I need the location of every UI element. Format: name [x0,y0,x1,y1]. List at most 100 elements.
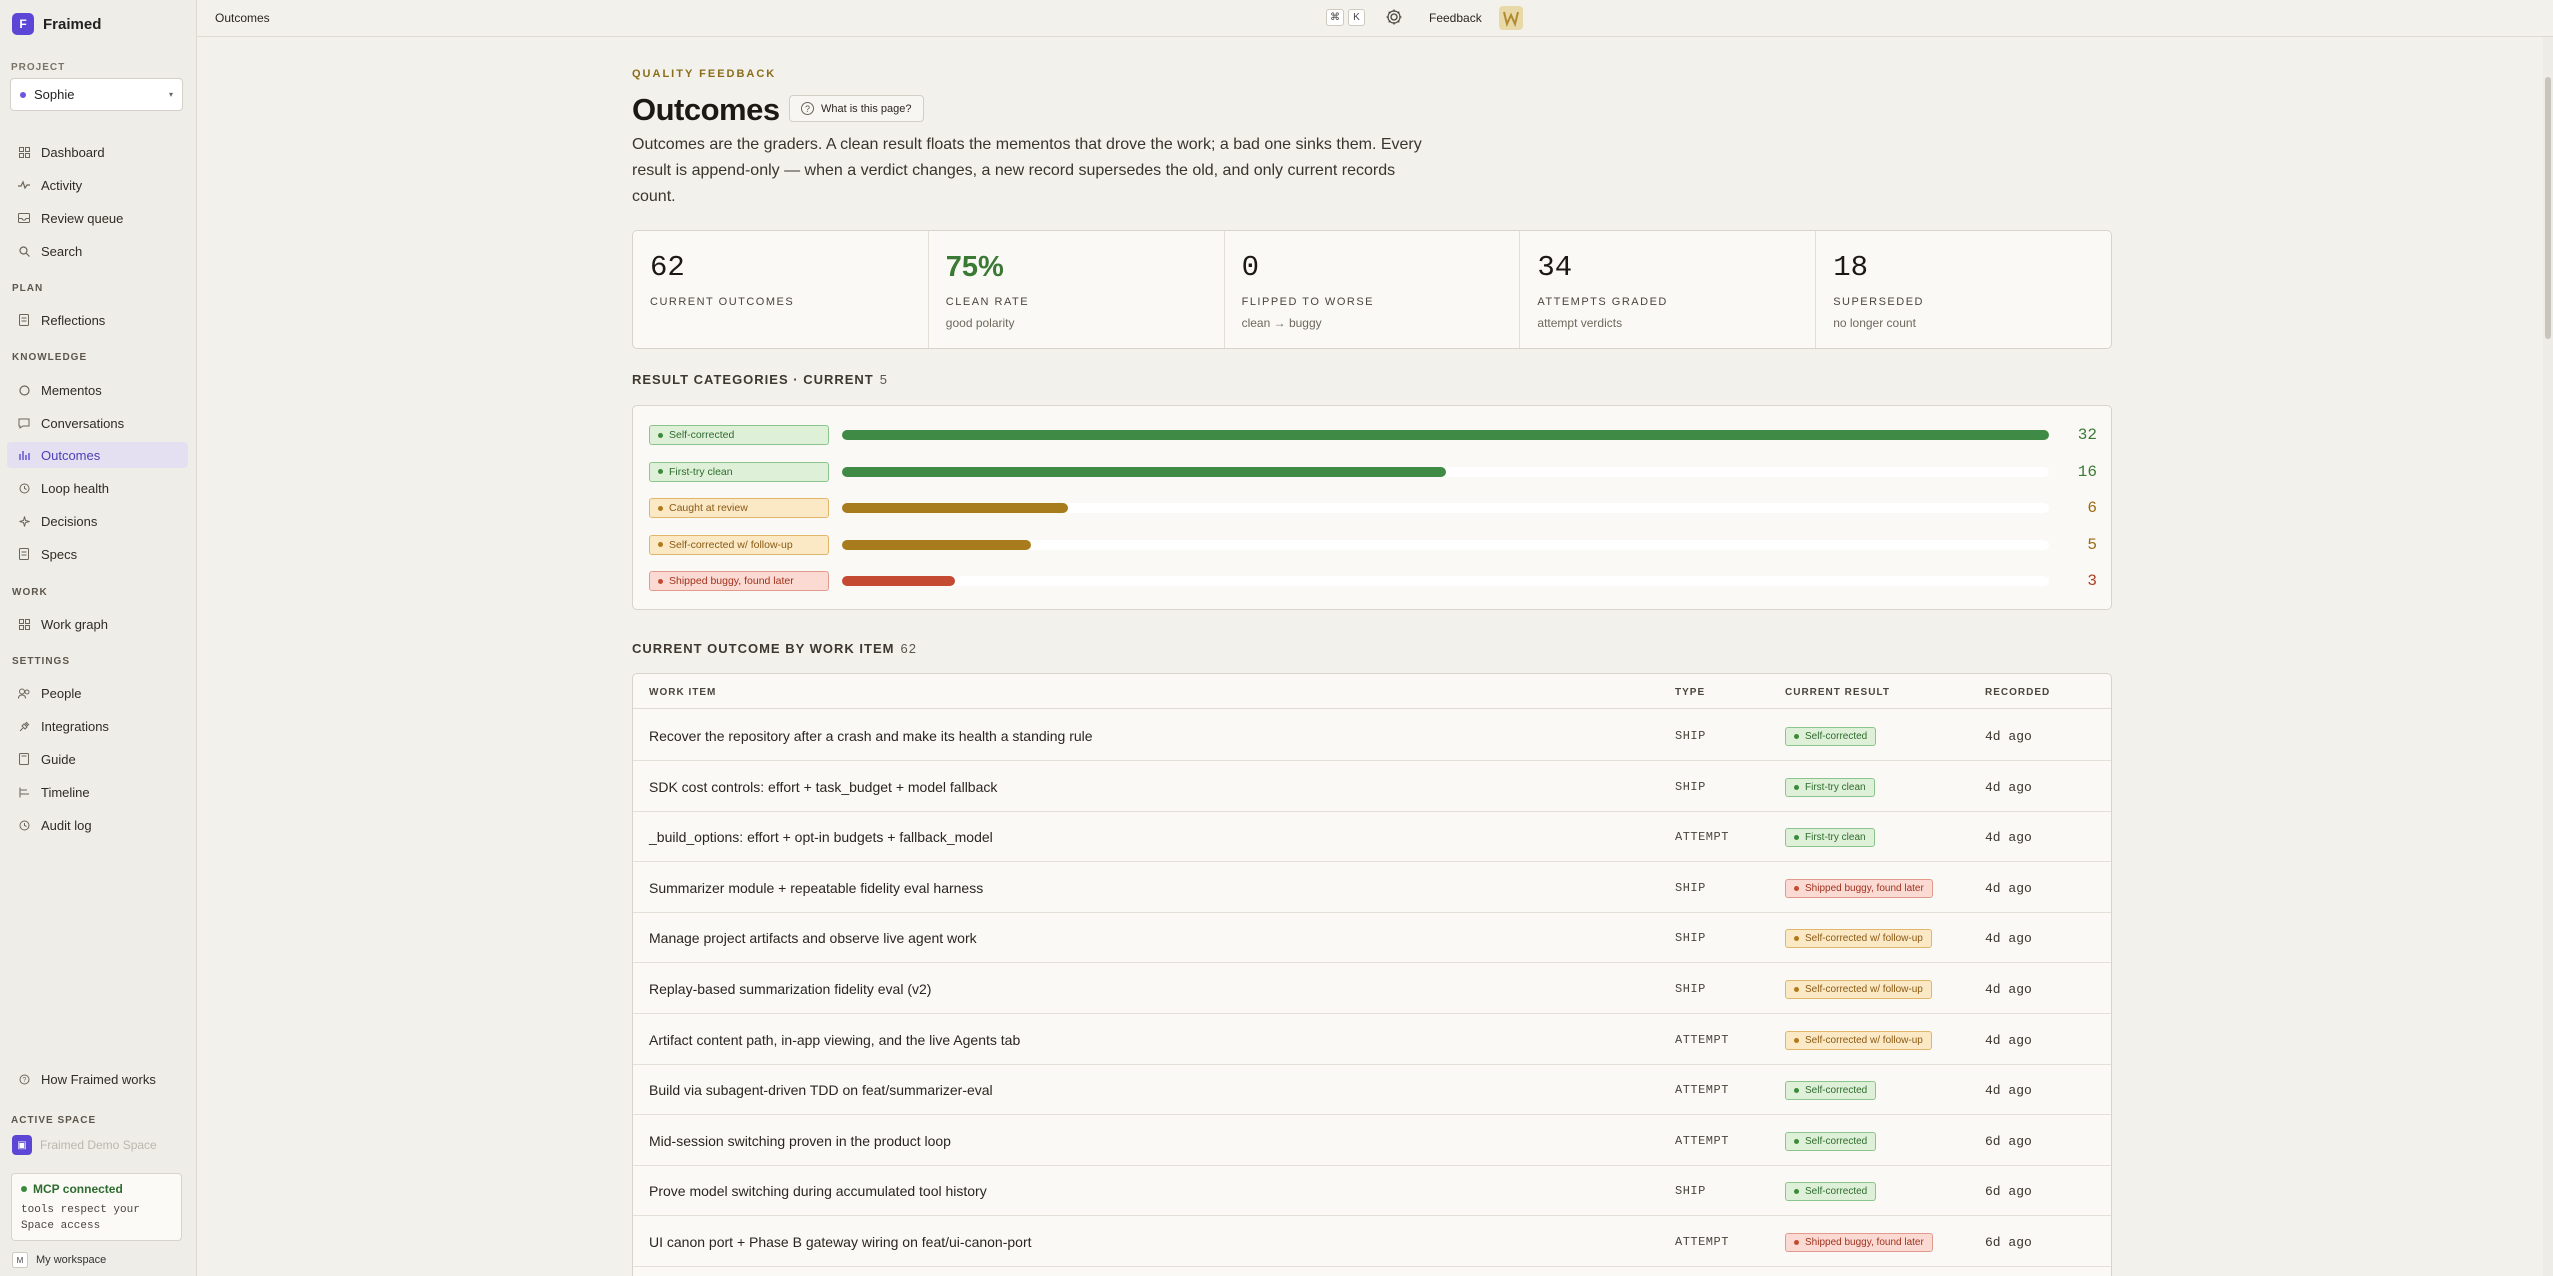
sidebar-item-dashboard[interactable]: Dashboard [7,139,188,165]
sidebar-item-guide[interactable]: Guide [7,746,188,772]
space-logo-icon: ▣ [12,1135,32,1155]
sidebar-item-integrations[interactable]: Integrations [7,713,188,739]
result-cell: First-try clean [1785,827,1875,848]
result-cell: Self-corrected [1785,726,1877,746]
dot-icon [1794,1240,1799,1245]
sidebar-item-label: People [41,685,82,701]
table-row[interactable]: Replay-based summarization fidelity eval… [633,963,2111,1014]
table-row[interactable]: SDK cost controls: effort + task_budget … [633,761,2111,812]
sidebar-item-search[interactable]: Search [7,238,188,264]
gear-icon[interactable] [1385,8,1403,26]
bar-track [842,576,2049,586]
what-is-this-label: What is this page? [821,102,912,115]
recorded-time: 4d ago [1985,729,2032,744]
table-row[interactable]: Summarizer module + repeatable fidelity … [633,862,2111,913]
sidebar-item-activity[interactable]: Activity [7,172,188,198]
scrollbar[interactable] [2543,37,2553,1276]
scroll-thumb[interactable] [2545,77,2551,339]
column-header-type[interactable]: TYPE [1675,687,1706,698]
sidebar-item-specs[interactable]: Specs [7,541,188,567]
bar-count: 6 [2087,499,2097,517]
sidebar-item-loop-health[interactable]: Loop health [7,475,188,501]
sidebar-item-work-graph[interactable]: Work graph [7,611,188,637]
brand[interactable]: F Fraimed [12,13,101,35]
outcomes-table: WORK ITEM TYPE CURRENT RESULT RECORDED R… [632,673,2112,1276]
table-row[interactable]: Manage project artifacts and observe liv… [633,912,2111,964]
question-icon: ? [801,102,814,115]
sidebar-item-conversations[interactable]: Conversations [7,410,188,436]
workspace-switcher[interactable]: M My workspace [12,1252,106,1268]
dot-icon [658,505,663,511]
what-is-this-button[interactable]: ? What is this page? [789,95,924,122]
feedback-link[interactable]: Feedback [1429,11,1482,25]
table-row[interactable]: Artifact content path, in-app viewing, a… [633,1014,2111,1065]
recorded-time: 4d ago [1985,1032,2032,1048]
command-key-icon[interactable]: ⌘ [1326,9,1344,26]
sidebar-item-label: Decisions [41,513,98,529]
sidebar-item-mementos[interactable]: Mementos [7,377,188,403]
avatar[interactable] [1499,6,1523,30]
sidebar-item-review-queue[interactable]: Review queue [7,205,188,231]
table-row[interactable]: Prove model switching during accumulated… [633,1165,2111,1217]
status-label: First-try clean [1805,781,1866,793]
active-space[interactable]: ▣ Fraimed Demo Space [12,1135,157,1155]
recorded-time: 4d ago [1985,1083,2032,1099]
breadcrumb: Outcomes [215,11,270,25]
column-header-recorded[interactable]: RECORDED [1985,687,2051,698]
status-badge: First-try clean [1785,828,1875,848]
work-item-type: ATTEMPT [1675,1083,1729,1098]
k-key[interactable]: K [1348,9,1365,26]
work-item-title[interactable]: Artifact content path, in-app viewing, a… [649,1031,1021,1048]
column-header-result[interactable]: CURRENT RESULT [1785,687,1890,698]
work-item-title[interactable]: Build via subagent-driven TDD on feat/su… [649,1082,993,1099]
work-item-title[interactable]: SDK cost controls: effort + task_budget … [649,778,998,795]
column-header-work-item[interactable]: WORK ITEM [649,687,717,698]
sidebar-item-decisions[interactable]: Decisions [7,508,188,534]
page-intro: Outcomes are the graders. A clean result… [632,136,1422,205]
grid-icon [18,618,30,630]
sidebar-item-outcomes[interactable]: Outcomes [7,442,188,468]
topbar: Outcomes ⌘ K Feedback [197,0,2553,37]
work-item-title[interactable]: Recover the repository after a crash and… [649,728,1093,744]
page-eyebrow: QUALITY FEEDBACK [632,68,777,80]
brand-name: Fraimed [43,15,102,33]
status-label: Self-corrected w/ follow-up [1805,1034,1923,1046]
sidebar-item-audit-log[interactable]: Audit log [7,812,188,838]
work-item-title[interactable]: _build_options: effort + opt-in budgets … [649,829,993,846]
nav-section-work: WORK [12,587,48,598]
work-item-type: ATTEMPT [1675,830,1729,845]
bar-track [842,430,2049,440]
recorded-time: 4d ago [1985,830,2032,846]
pulse-icon [18,179,30,191]
table-row[interactable]: _build_options: effort + opt-in budgets … [633,811,2111,863]
sidebar-item-timeline[interactable]: Timeline [7,779,188,805]
work-item-title[interactable]: Summarizer module + repeatable fidelity … [649,879,984,896]
work-item-title[interactable]: Manage project artifacts and observe liv… [649,930,977,947]
table-row[interactable]: Recover the repository after a crash and… [633,710,2111,761]
work-item-title[interactable]: Prove model switching during accumulated… [649,1183,987,1200]
dot-icon [1794,987,1799,992]
result-cell: Self-corrected [1785,1181,1877,1202]
recorded-time: 4d ago [1985,779,2032,795]
sidebar-item-reflections[interactable]: Reflections [7,307,188,333]
table-row[interactable]: UI canon port + Phase B gateway wiring o… [633,1216,2111,1267]
stat-value: 34 [1537,251,1573,284]
how-it-works-link[interactable]: ? How Fraimed works [7,1066,188,1092]
status-label: Self-corrected w/ follow-up [1805,984,1923,995]
sidebar-item-label: Conversations [41,415,125,431]
sidebar-item-people[interactable]: People [7,680,188,706]
work-item-title[interactable]: Mid-session switching proven in the prod… [649,1132,951,1149]
work-item-title[interactable]: Replay-based summarization fidelity eval… [649,981,932,997]
work-item-title[interactable]: UI canon port + Phase B gateway wiring o… [649,1234,1032,1250]
mcp-description: tools respect your Space access [21,1204,140,1232]
table-row[interactable] [633,1267,2111,1276]
table-row[interactable]: Build via subagent-driven TDD on feat/su… [633,1064,2111,1116]
project-select[interactable]: Sophie ▾ [10,78,183,111]
categories-title: RESULT CATEGORIES · CURRENT [632,372,874,387]
stats-panel: 62 CURRENT OUTCOMES 75% CLEAN RATE good … [632,230,2112,349]
table-row[interactable]: Mid-session switching proven in the prod… [633,1115,2111,1166]
status-badge: Self-corrected [1785,1131,1877,1151]
result-cell: Self-corrected w/ follow-up [1785,928,1932,949]
active-space-label: ACTIVE SPACE [11,1115,97,1126]
status-badge: Shipped buggy, found later [1785,1233,1933,1252]
